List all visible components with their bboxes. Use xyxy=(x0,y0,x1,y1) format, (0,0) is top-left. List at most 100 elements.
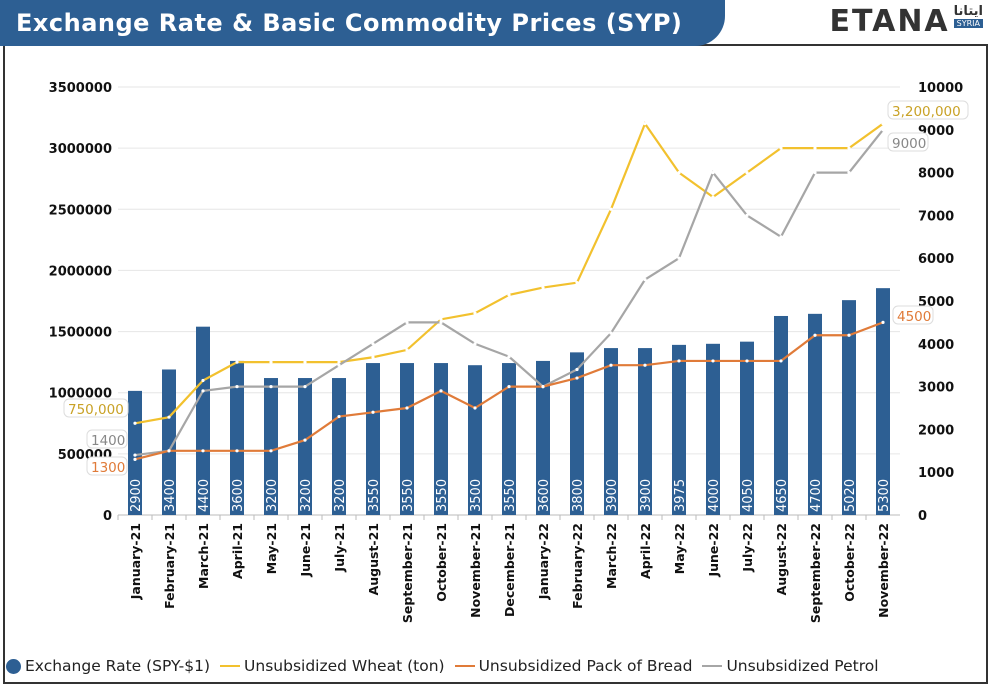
bar-data-label: 3550 xyxy=(503,479,518,512)
legend-item-exchange: Exchange Rate (SPY-$1) xyxy=(6,657,210,675)
logo-arabic: ايتانا xyxy=(953,4,983,19)
bar-data-label: 3900 xyxy=(639,479,654,512)
point-bread xyxy=(779,359,783,363)
bar-data-label: 5300 xyxy=(877,479,892,512)
data-label-petrol-last: 9000 xyxy=(892,136,926,152)
bar-data-label: 5020 xyxy=(843,479,858,512)
bar-exchange-rate xyxy=(196,326,210,515)
point-wheat xyxy=(337,360,341,364)
point-bread xyxy=(881,320,885,324)
bar-data-label: 3600 xyxy=(231,479,246,512)
legend-item-wheat: Unsubsidized Wheat (ton) xyxy=(220,657,445,675)
x-axis-tick-label: July-21 xyxy=(332,523,347,573)
bar-exchange-rate xyxy=(502,363,516,515)
bar-data-label: 3200 xyxy=(333,479,348,512)
point-wheat xyxy=(847,146,851,150)
bar-data-label: 3800 xyxy=(571,479,586,512)
point-wheat xyxy=(711,195,715,199)
right-axis-tick-label: 6000 xyxy=(918,252,954,267)
x-axis-tick-label: August-21 xyxy=(366,523,381,595)
point-bread xyxy=(405,406,409,410)
point-petrol xyxy=(337,363,341,367)
data-label-bread-first-box xyxy=(86,456,128,476)
legend-line-icon xyxy=(220,665,241,667)
x-axis-tick-label: June-21 xyxy=(298,523,313,578)
right-axis-tick-label: 8000 xyxy=(918,167,954,182)
bar-exchange-rate xyxy=(570,352,584,515)
bar-data-label: 3550 xyxy=(367,479,382,512)
bar-data-label: 3200 xyxy=(299,479,314,512)
point-wheat xyxy=(507,293,511,297)
page-title: Exchange Rate & Basic Commodity Prices (… xyxy=(0,0,725,46)
legend-line-icon xyxy=(702,665,723,667)
right-axis-tick-label: 1000 xyxy=(918,466,954,481)
data-label-petrol-last-box xyxy=(887,132,929,152)
bar-data-label: 4050 xyxy=(741,479,756,512)
point-petrol xyxy=(643,278,647,282)
data-label-bread-last-box xyxy=(892,305,934,325)
point-wheat xyxy=(133,421,137,425)
bar-data-label: 3200 xyxy=(265,479,280,512)
left-axis-tick-label: 2500000 xyxy=(49,203,112,218)
point-bread xyxy=(609,363,613,367)
point-bread xyxy=(269,449,273,453)
point-petrol xyxy=(371,342,375,346)
point-bread xyxy=(643,363,647,367)
right-axis-tick-label: 2000 xyxy=(918,423,954,438)
point-petrol xyxy=(235,385,239,389)
legend-item-petrol: Unsubsidized Petrol xyxy=(702,657,879,675)
data-label-bread-first: 1300 xyxy=(91,460,125,476)
legend-line-icon xyxy=(454,665,475,667)
point-wheat xyxy=(609,207,613,211)
bar-exchange-rate xyxy=(604,348,618,515)
x-axis-tick-label: September-22 xyxy=(808,523,823,623)
point-petrol xyxy=(575,367,579,372)
logo-side: ايتانا SYRIA xyxy=(953,4,983,28)
point-bread xyxy=(745,359,749,363)
point-wheat xyxy=(541,285,545,290)
point-bread xyxy=(337,414,341,419)
point-wheat xyxy=(201,378,205,383)
right-axis-tick-label: 4000 xyxy=(918,338,954,353)
point-bread xyxy=(541,385,545,389)
x-axis-tick-label: November-21 xyxy=(468,523,483,618)
point-bread xyxy=(303,438,307,442)
point-bread xyxy=(473,406,477,410)
point-petrol xyxy=(779,235,783,239)
point-wheat xyxy=(303,360,307,364)
data-label-bread-last: 4500 xyxy=(897,309,931,325)
point-petrol xyxy=(303,385,307,389)
point-bread xyxy=(711,359,715,363)
x-axis-tick-label: November-22 xyxy=(876,523,891,618)
point-petrol xyxy=(473,342,477,346)
data-label-wheat-first-box xyxy=(63,398,129,418)
point-petrol xyxy=(507,355,511,359)
x-axis-tick-label: February-21 xyxy=(162,523,177,609)
bar-exchange-rate xyxy=(672,344,686,515)
bar-exchange-rate xyxy=(366,363,380,515)
point-bread xyxy=(201,449,205,453)
logo-text: ETANA xyxy=(829,4,950,39)
bar-exchange-rate xyxy=(468,365,482,515)
point-bread xyxy=(813,333,817,337)
bar-data-label: 3400 xyxy=(163,479,178,512)
point-petrol xyxy=(745,213,749,217)
right-axis-tick-label: 10000 xyxy=(918,81,963,96)
bar-data-label: 4000 xyxy=(707,479,722,512)
bar-exchange-rate xyxy=(264,378,278,515)
x-axis-tick-label: October-21 xyxy=(434,523,449,602)
data-label-petrol-first-box xyxy=(86,429,128,449)
bar-data-label: 3900 xyxy=(605,479,620,512)
bar-data-label: 3600 xyxy=(537,479,552,512)
point-petrol xyxy=(677,256,681,260)
bar-data-label: 4400 xyxy=(197,479,212,512)
data-label-wheat-last: 3,200,000 xyxy=(892,104,961,120)
bar-exchange-rate xyxy=(400,363,414,515)
point-bread xyxy=(167,449,171,453)
left-axis-tick-label: 3500000 xyxy=(49,81,112,96)
x-axis-tick-label: January-22 xyxy=(536,523,551,600)
point-petrol xyxy=(133,453,137,457)
bar-exchange-rate xyxy=(162,369,176,515)
x-axis-tick-label: May-21 xyxy=(264,523,279,574)
